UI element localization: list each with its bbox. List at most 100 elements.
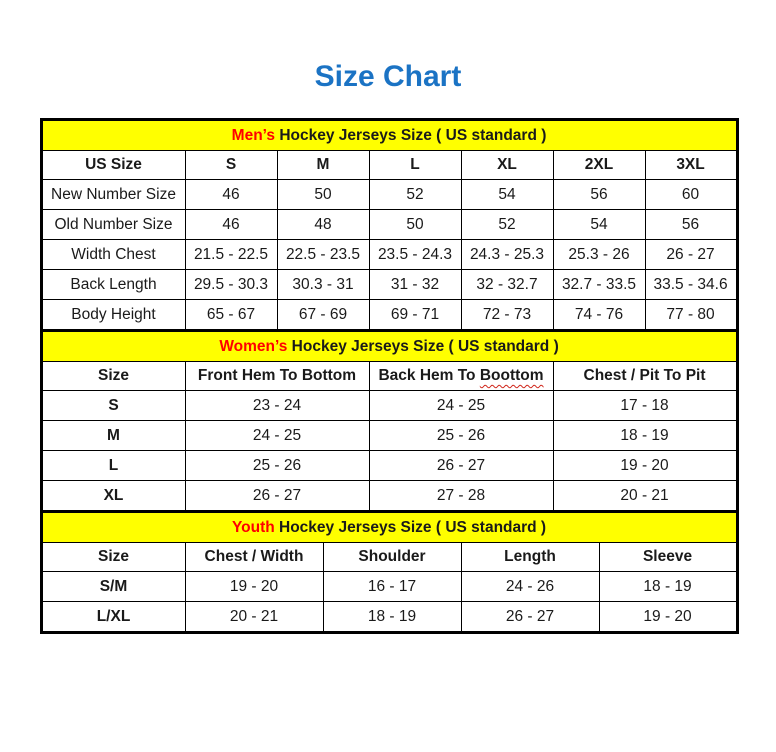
row-label-cell: L/XL [40, 601, 186, 633]
value-cell: 54 [460, 179, 554, 210]
value-cell: 26 - 27 [184, 480, 370, 512]
row-label-cell: S/M [40, 571, 186, 602]
column-header: Chest / Pit To Pit [552, 361, 738, 391]
size-chart: Men’s Hockey Jerseys Size ( US standard … [39, 118, 739, 634]
value-cell: 26 - 27 [368, 450, 554, 481]
value-cell: 72 - 73 [460, 299, 554, 331]
value-cell: 19 - 20 [598, 601, 738, 633]
section-title-row: Youth Hockey Jerseys Size ( US standard … [40, 511, 738, 543]
value-cell: 27 - 28 [368, 480, 554, 512]
value-cell: 23.5 - 24.3 [368, 239, 462, 270]
value-cell: 65 - 67 [184, 299, 278, 331]
section-title-row: Women’s Hockey Jerseys Size ( US standar… [40, 330, 738, 362]
column-header: Back Hem To Boottom [368, 361, 554, 391]
value-cell: 50 [368, 209, 462, 240]
value-cell: 25 - 26 [184, 450, 370, 481]
value-cell: 48 [276, 209, 370, 240]
column-header: M [276, 150, 370, 180]
section-title-youth: Youth Hockey Jerseys Size ( US standard … [40, 511, 738, 543]
value-cell: 52 [460, 209, 554, 240]
value-cell: 46 [184, 209, 278, 240]
row-label-cell: S [40, 390, 186, 421]
section-title-row: Men’s Hockey Jerseys Size ( US standard … [40, 119, 738, 151]
value-cell: 19 - 20 [552, 450, 738, 481]
column-header: 3XL [644, 150, 738, 180]
value-cell: 16 - 17 [322, 571, 462, 602]
row-label-cell: Back Length [40, 269, 186, 300]
table-row: S 23 - 24 24 - 25 17 - 18 [40, 390, 738, 421]
value-cell: 50 [276, 179, 370, 210]
value-cell: 24 - 25 [184, 420, 370, 451]
column-header: S [184, 150, 278, 180]
value-cell: 77 - 80 [644, 299, 738, 331]
mens-size-table: Men’s Hockey Jerseys Size ( US standard … [39, 118, 739, 332]
section-title-rest: Hockey Jerseys Size ( US standard ) [275, 126, 547, 144]
column-header: Length [460, 542, 600, 572]
row-label-cell: New Number Size [40, 179, 186, 210]
column-header: XL [460, 150, 554, 180]
row-label-cell: Old Number Size [40, 209, 186, 240]
table-row: Body Height 65 - 67 67 - 69 69 - 71 72 - 73 7… [40, 299, 738, 331]
table-row: S/M 19 - 20 16 - 17 24 - 26 18 - 19 [40, 571, 738, 602]
table-row: New Number Size 46 50 52 54 56 60 [40, 179, 738, 210]
row-label-cell: L [40, 450, 186, 481]
column-header-row: US Size S M L XL 2XL 3XL [40, 150, 738, 180]
table-row: L 25 - 26 26 - 27 19 - 20 [40, 450, 738, 481]
value-cell: 20 - 21 [552, 480, 738, 512]
value-cell: 46 [184, 179, 278, 210]
value-cell: 26 - 27 [460, 601, 600, 633]
section-title-womens: Women’s Hockey Jerseys Size ( US standar… [40, 330, 738, 362]
value-cell: 30.3 - 31 [276, 269, 370, 300]
value-cell: 56 [552, 179, 646, 210]
table-body: S 23 - 24 24 - 25 17 - 18 M 24 - 25 25 - 26 18 … [40, 390, 738, 512]
value-cell: 54 [552, 209, 646, 240]
value-cell: 32 - 32.7 [460, 269, 554, 300]
value-cell: 26 - 27 [644, 239, 738, 270]
table-row: Old Number Size 46 48 50 52 54 56 [40, 209, 738, 240]
column-header: US Size [40, 150, 186, 180]
value-cell: 29.5 - 30.3 [184, 269, 278, 300]
column-header: Front Hem To Bottom [184, 361, 370, 391]
table-row: Width Chest 21.5 - 22.5 22.5 - 23.5 23.5 - … [40, 239, 738, 270]
section-title-rest: Hockey Jerseys Size ( US standard ) [287, 337, 559, 355]
column-header: Size [40, 361, 186, 391]
column-header: L [368, 150, 462, 180]
value-cell: 22.5 - 23.5 [276, 239, 370, 270]
section-title-accent: Women’s [219, 337, 288, 355]
row-label-cell: M [40, 420, 186, 451]
table-row: XL 26 - 27 27 - 28 20 - 21 [40, 480, 738, 512]
table-row: M 24 - 25 25 - 26 18 - 19 [40, 420, 738, 451]
value-cell: 56 [644, 209, 738, 240]
youth-size-table: Youth Hockey Jerseys Size ( US standard … [39, 510, 739, 634]
column-header-row: Size Front Hem To Bottom Back Hem To Boott… [40, 361, 738, 391]
section-title-mens: Men’s Hockey Jerseys Size ( US standard … [40, 119, 738, 151]
value-cell: 33.5 - 34.6 [644, 269, 738, 300]
value-cell: 60 [644, 179, 738, 210]
value-cell: 52 [368, 179, 462, 210]
column-header-row: Size Chest / Width Shoulder Length Sleeve [40, 542, 738, 572]
row-label-cell: Width Chest [40, 239, 186, 270]
value-cell: 18 - 19 [598, 571, 738, 602]
column-header: 2XL [552, 150, 646, 180]
column-header: Chest / Width [184, 542, 324, 572]
column-header: Shoulder [322, 542, 462, 572]
column-header: Size [40, 542, 186, 572]
row-label-cell: Body Height [40, 299, 186, 331]
value-cell: 31 - 32 [368, 269, 462, 300]
value-cell: 24.3 - 25.3 [460, 239, 554, 270]
value-cell: 24 - 26 [460, 571, 600, 602]
value-cell: 67 - 69 [276, 299, 370, 331]
table-body: S/M 19 - 20 16 - 17 24 - 26 18 - 19 L/XL 20 - … [40, 571, 738, 633]
table-row: Back Length 29.5 - 30.3 30.3 - 31 31 - 32 32… [40, 269, 738, 300]
value-cell: 21.5 - 22.5 [184, 239, 278, 270]
table-row: L/XL 20 - 21 18 - 19 26 - 27 19 - 20 [40, 601, 738, 633]
section-title-rest: Hockey Jerseys Size ( US standard ) [274, 518, 547, 536]
value-cell: 18 - 19 [322, 601, 462, 633]
value-cell: 18 - 19 [552, 420, 738, 451]
womens-size-table: Women’s Hockey Jerseys Size ( US standar… [39, 329, 739, 513]
misspelled-word: Boottom [479, 367, 544, 384]
page-title: Size Chart [314, 60, 462, 93]
section-title-accent: Men’s [231, 126, 276, 144]
value-cell: 23 - 24 [184, 390, 370, 421]
value-cell: 24 - 25 [368, 390, 554, 421]
